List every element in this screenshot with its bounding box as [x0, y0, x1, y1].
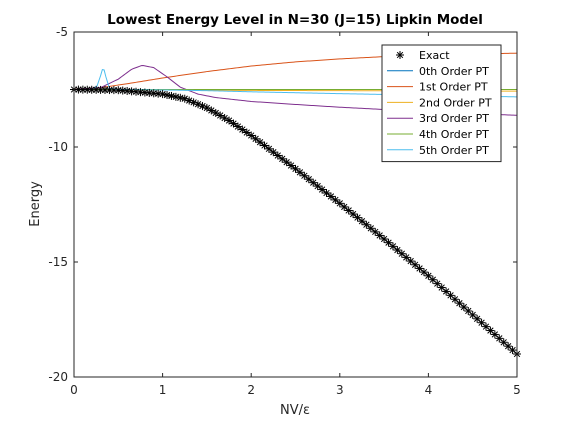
x-tick-label: 2: [247, 383, 255, 397]
y-tick-label: -10: [48, 140, 68, 154]
series-exact-point: [388, 242, 397, 251]
legend-entry-exact-marker: [396, 51, 404, 59]
series-exact-point: [260, 141, 269, 150]
legend-entry-1st-order-pt: 1st Order PT: [387, 81, 488, 94]
y-tick-label: -15: [48, 255, 68, 269]
y-tick-label: -5: [56, 25, 68, 39]
series-exact-point: [371, 227, 380, 236]
series-exact-point: [318, 185, 327, 194]
series-exact-point: [225, 116, 234, 125]
legend-entry-4th-order-pt-label: 4th Order PT: [419, 128, 489, 141]
x-axis-label: NV/ε: [280, 403, 310, 418]
series-exact-point: [384, 238, 393, 247]
series-exact-point: [242, 128, 251, 137]
series-exact-point: [344, 206, 353, 215]
series-exact-point: [375, 231, 384, 240]
series-exact-point: [247, 131, 256, 140]
legend-box: [381, 44, 502, 163]
series-exact-point: [304, 175, 313, 184]
series-exact-point: [295, 168, 304, 177]
x-tick-label: 5: [513, 383, 521, 397]
series-exact-point: [366, 224, 375, 233]
series-exact-point: [264, 144, 273, 153]
series-exact-point: [282, 158, 291, 167]
series-exact-point: [273, 151, 282, 160]
y-tick-label: -20: [48, 370, 68, 384]
series-exact-point: [229, 119, 238, 128]
series-exact-point: [238, 125, 247, 134]
legend-entry-exact-label: Exact: [419, 49, 450, 62]
legend-entry-5th-order-pt-label: 5th Order PT: [419, 144, 489, 157]
series-exact-point: [415, 264, 424, 273]
series-exact-point: [256, 138, 265, 147]
series-exact-point: [216, 111, 225, 120]
chart-title: Lowest Energy Level in N=30 (J=15) Lipki…: [107, 12, 483, 28]
x-tick-label: 1: [159, 383, 167, 397]
legend-entry-exact: Exact: [396, 49, 450, 62]
series-exact-point: [411, 260, 420, 269]
legend-entry-0th-order-pt-label: 0th Order PT: [419, 65, 489, 78]
series-exact-point: [233, 122, 242, 131]
series-exact-point: [278, 154, 287, 163]
series-exact-point: [211, 108, 220, 117]
series-exact-point: [459, 303, 468, 312]
series-exact-point: [419, 268, 428, 277]
series-layer: [70, 52, 521, 358]
axes-layer: 0 1 2 3 4 5 -20 -15 -10 -5: [48, 25, 520, 397]
x-tick-label: 3: [336, 383, 344, 397]
legend-entry-4th-order-pt: 4th Order PT: [387, 128, 489, 141]
series-exact-point: [220, 114, 229, 123]
x-tick-label: 0: [70, 383, 78, 397]
series-exact-point: [326, 192, 335, 201]
series-exact-point: [353, 213, 362, 222]
legend-entry-3rd-order-pt: 3rd Order PT: [387, 112, 489, 125]
legend-entry-2nd-order-pt-label: 2nd Order PT: [419, 96, 492, 109]
series-exact-point: [313, 182, 322, 191]
legend-entry-3rd-order-pt-label: 3rd Order PT: [419, 112, 489, 125]
series-exact-point: [300, 171, 309, 180]
series-exact-point: [269, 148, 278, 157]
axes-box: [73, 31, 518, 378]
series-exact-point: [322, 189, 331, 197]
legend-entry-0th-order-pt: 0th Order PT: [387, 65, 489, 78]
series-exact-point: [207, 106, 216, 115]
series-exact-point: [331, 195, 340, 204]
series-exact-point: [362, 220, 371, 229]
series-exact-point: [251, 134, 260, 143]
series-exact-point: [202, 103, 211, 112]
series-exact-point: [335, 199, 344, 208]
legend: Exact 0th Order PT 1st Order PT 2nd Order P…: [381, 44, 502, 163]
legend-entry-5th-order-pt: 5th Order PT: [387, 144, 489, 157]
series-exact-point: [393, 246, 402, 255]
series-exact-point: [357, 217, 366, 226]
series-exact-point: [291, 164, 300, 173]
series-exact-point: [402, 253, 411, 262]
series-exact-point: [287, 161, 296, 170]
y-axis-label: Energy: [28, 181, 43, 227]
series-exact-point: [340, 202, 349, 211]
series-exact-point: [380, 235, 389, 243]
x-tick-label: 4: [425, 383, 433, 397]
series-exact-point: [397, 249, 406, 258]
series-exact-point: [406, 257, 415, 266]
series-exact-point: [495, 334, 504, 343]
series-exact-point: [349, 210, 358, 219]
series-exact-point: [309, 178, 318, 187]
legend-entry-2nd-order-pt: 2nd Order PT: [387, 96, 492, 109]
legend-entry-1st-order-pt-label: 1st Order PT: [419, 81, 488, 94]
